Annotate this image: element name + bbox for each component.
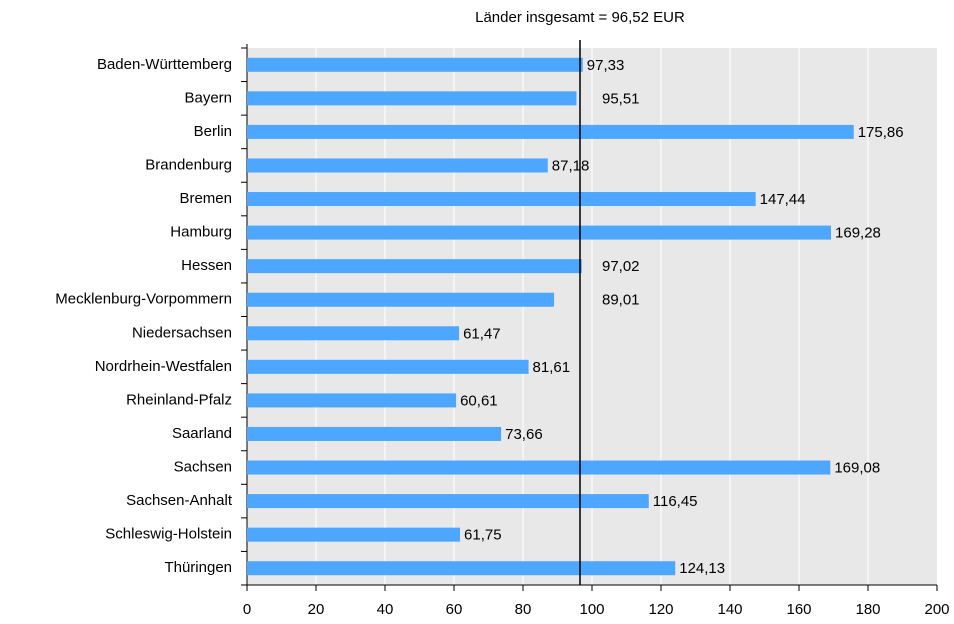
bar — [247, 124, 854, 139]
value-label: 116,45 — [653, 493, 698, 510]
value-label: 169,08 — [834, 460, 880, 477]
bar — [247, 326, 460, 341]
bar — [247, 192, 756, 207]
y-tick-label: Mecklenburg-Vorpommern — [55, 291, 232, 308]
bar — [247, 527, 461, 542]
bar — [247, 57, 583, 72]
bar — [247, 91, 577, 106]
x-tick-label: 180 — [855, 601, 880, 618]
x-tick-label: 120 — [648, 601, 673, 618]
x-tick-label: 160 — [786, 601, 811, 618]
x-tick-label: 80 — [515, 601, 532, 618]
value-label: 147,44 — [760, 191, 806, 208]
x-tick-label: 40 — [377, 601, 394, 618]
value-label: 89,01 — [602, 292, 640, 309]
y-tick-label: Sachsen — [174, 459, 232, 476]
y-tick-label: Niedersachsen — [132, 324, 232, 341]
y-tick-label: Hamburg — [170, 224, 232, 241]
x-tick-label: 140 — [717, 601, 742, 618]
y-tick-label: Saarland — [172, 425, 232, 442]
y-tick-label: Baden-Württemberg — [97, 56, 232, 73]
value-label: 61,75 — [464, 527, 502, 544]
y-tick-label: Schleswig-Holstein — [105, 526, 232, 543]
value-label: 61,47 — [463, 325, 501, 342]
y-tick-label: Brandenburg — [145, 156, 232, 173]
value-label: 87,18 — [552, 157, 590, 174]
y-tick-label: Rheinland-Pfalz — [126, 391, 232, 408]
y-tick-label: Nordrhein-Westfalen — [95, 358, 232, 375]
bar — [247, 494, 649, 509]
bar — [247, 225, 832, 240]
bar — [247, 359, 529, 374]
bar — [247, 561, 676, 576]
bar — [247, 292, 555, 307]
y-tick-label: Thüringen — [164, 559, 232, 576]
bar — [247, 460, 831, 475]
x-tick-label: 60 — [446, 601, 463, 618]
y-tick-label: Bayern — [184, 89, 232, 106]
value-label: 81,61 — [533, 359, 571, 376]
y-tick-label: Hessen — [181, 257, 232, 274]
y-tick-label: Bremen — [179, 190, 232, 207]
bar — [247, 426, 502, 441]
x-tick-label: 100 — [579, 601, 604, 618]
value-label: 60,61 — [460, 392, 498, 409]
value-label: 97,33 — [587, 57, 625, 74]
y-tick-label: Berlin — [194, 123, 232, 140]
value-label: 95,51 — [602, 90, 640, 107]
value-label: 124,13 — [679, 560, 725, 577]
value-label: 97,02 — [602, 258, 640, 275]
y-tick-label: Sachsen-Anhalt — [126, 492, 233, 509]
value-label: 73,66 — [505, 426, 543, 443]
reference-label: Länder insgesamt = 96,52 EUR — [475, 9, 685, 26]
value-label: 169,28 — [835, 225, 881, 242]
x-tick-label: 20 — [308, 601, 325, 618]
bar — [247, 393, 457, 408]
bar — [247, 259, 582, 274]
value-label: 175,86 — [858, 124, 904, 141]
x-tick-label: 200 — [924, 601, 949, 618]
bar — [247, 158, 548, 173]
x-tick-label: 0 — [243, 601, 251, 618]
